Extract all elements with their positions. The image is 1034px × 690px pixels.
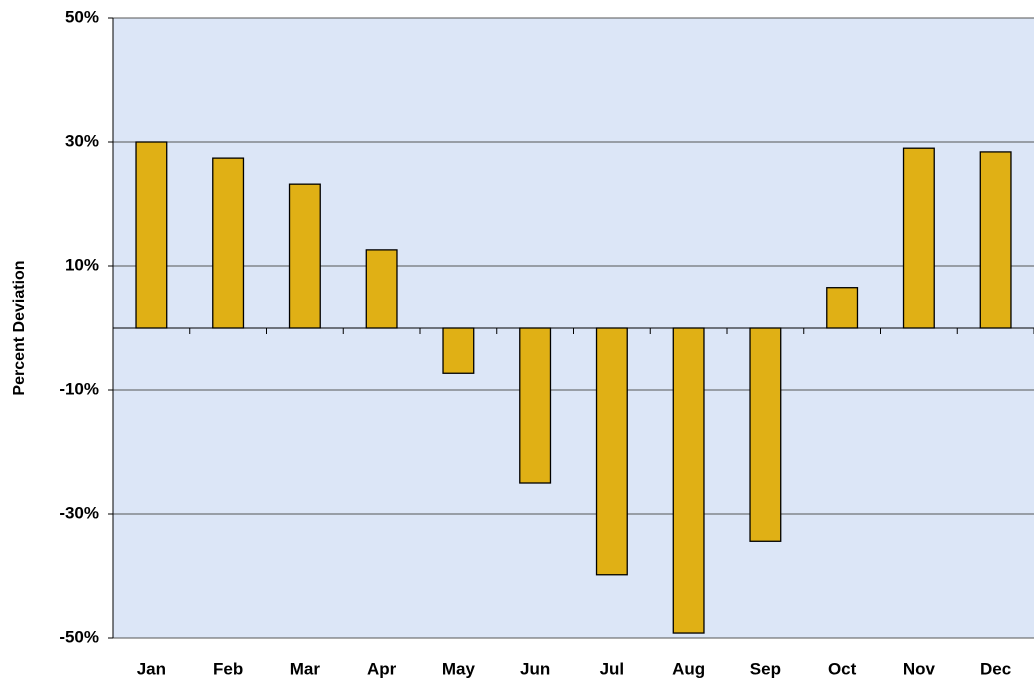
x-tick-label: May — [442, 659, 476, 678]
x-tick-label: Aug — [672, 659, 705, 678]
bar — [288, 183, 321, 329]
x-tick-label: Mar — [290, 659, 321, 678]
x-tick-label: Feb — [213, 659, 243, 678]
x-tick-label: Jul — [600, 659, 625, 678]
y-tick-label: 50% — [65, 7, 99, 26]
bar — [212, 157, 245, 329]
y-tick-label: -10% — [59, 379, 99, 398]
x-tick-label: Apr — [367, 659, 397, 678]
y-tick-label: -30% — [59, 503, 99, 522]
bar — [749, 327, 782, 542]
bar — [826, 287, 859, 329]
bar — [519, 327, 552, 484]
bar — [979, 151, 1012, 329]
x-tick-label: Oct — [828, 659, 857, 678]
x-tick-label: Sep — [750, 659, 781, 678]
y-tick-label: 30% — [65, 131, 99, 150]
x-tick-label: Jun — [520, 659, 550, 678]
bar — [672, 327, 705, 634]
y-tick-label: 10% — [65, 255, 99, 274]
x-tick-label: Nov — [903, 659, 936, 678]
x-tick-label: Dec — [980, 659, 1011, 678]
bar — [902, 147, 935, 329]
bar — [135, 141, 168, 329]
y-tick-label: -50% — [59, 627, 99, 646]
y-axis-label: Percent Deviation — [11, 260, 28, 395]
x-tick-label: Jan — [137, 659, 166, 678]
bar — [365, 249, 398, 329]
bar — [595, 327, 628, 576]
bar — [442, 327, 475, 374]
